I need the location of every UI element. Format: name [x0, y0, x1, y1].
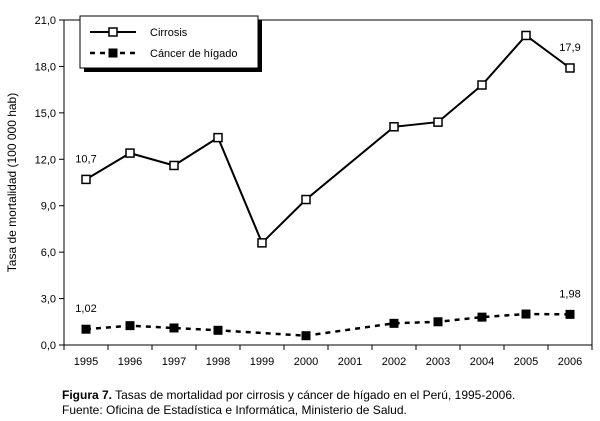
figure-caption: Figura 7. Tasas de mortalidad por cirros… — [62, 388, 592, 418]
series-line-1 — [85, 312, 571, 337]
data-annotations: 10,7 17,9 1,02 1,98 — [75, 42, 580, 315]
data-point — [213, 132, 223, 143]
legend-box — [79, 15, 259, 69]
data-point — [257, 238, 267, 248]
x-tick-label: 2004 — [470, 356, 494, 368]
data-point — [125, 321, 135, 331]
data-point — [389, 318, 399, 328]
data-point — [565, 309, 575, 319]
x-tick-label: 2001 — [338, 356, 362, 368]
x-tick-label: 2005 — [514, 356, 538, 368]
legend-label: Cirrosis — [150, 27, 188, 39]
figure-title: Tasas de mortalidad por cirrosis y cánce… — [112, 388, 516, 402]
y-tick-label: 15,0 — [35, 108, 56, 120]
x-tick-label: 1999 — [250, 356, 274, 368]
data-point — [213, 325, 223, 335]
data-point — [433, 317, 443, 327]
x-tick-label: 2000 — [294, 356, 318, 368]
data-label: 10,7 — [75, 153, 96, 165]
data-point — [169, 323, 179, 333]
data-point — [125, 148, 135, 158]
data-label: 1,02 — [75, 303, 96, 315]
data-point — [389, 122, 399, 132]
data-point — [565, 63, 575, 73]
y-axis-ticks: 0,0 3,0 6,0 9,0 12,0 15,0 18,0 21,0 — [35, 15, 64, 352]
caption-title-line: Figura 7. Tasas de mortalidad por cirros… — [62, 388, 592, 403]
figure-label: Figura 7. — [62, 388, 113, 402]
y-axis-label: Tasa de mortalidad (100 000 hab) — [5, 93, 19, 272]
y-tick-label: 6,0 — [41, 247, 56, 259]
data-point — [433, 117, 443, 127]
data-point — [81, 174, 91, 185]
data-label: 17,9 — [559, 42, 580, 54]
chart-legend: Cirrosis Cáncer de hígado — [79, 15, 262, 72]
y-tick-label: 21,0 — [35, 15, 56, 27]
x-axis-ticks: 1995 1996 1997 1998 1999 2000 2001 2002 2003 2004… — [63, 345, 593, 368]
legend-label: Cáncer de hígado — [150, 48, 237, 60]
y-tick-label: 12,0 — [35, 154, 56, 166]
legend-marker — [108, 48, 118, 58]
data-point — [301, 331, 311, 341]
data-point — [81, 324, 91, 334]
data-label: 1,98 — [559, 288, 580, 300]
y-tick-label: 18,0 — [35, 61, 56, 73]
y-tick-label: 0,0 — [41, 340, 56, 352]
caption-source: Fuente: Oficina de Estadística e Informá… — [62, 403, 407, 417]
series-layer — [81, 30, 575, 341]
data-point — [477, 312, 487, 322]
data-point — [521, 30, 531, 41]
y-tick-label: 9,0 — [41, 201, 56, 213]
data-point — [169, 160, 179, 171]
data-point — [477, 80, 487, 90]
x-tick-label: 2003 — [426, 356, 450, 368]
legend-marker — [108, 27, 118, 37]
data-point — [521, 309, 531, 319]
x-tick-label: 1998 — [206, 356, 230, 368]
data-point — [301, 194, 311, 205]
x-tick-label: 1996 — [118, 356, 142, 368]
line-chart: 0,03,06,09,012,015,018,021,0 1995 1996 199… — [5, 15, 593, 368]
x-tick-label: 1995 — [74, 356, 98, 368]
x-tick-label: 2002 — [382, 356, 406, 368]
x-tick-label: 1997 — [162, 356, 186, 368]
y-tick-label: 3,0 — [41, 294, 56, 306]
x-tick-label: 2006 — [558, 356, 582, 368]
